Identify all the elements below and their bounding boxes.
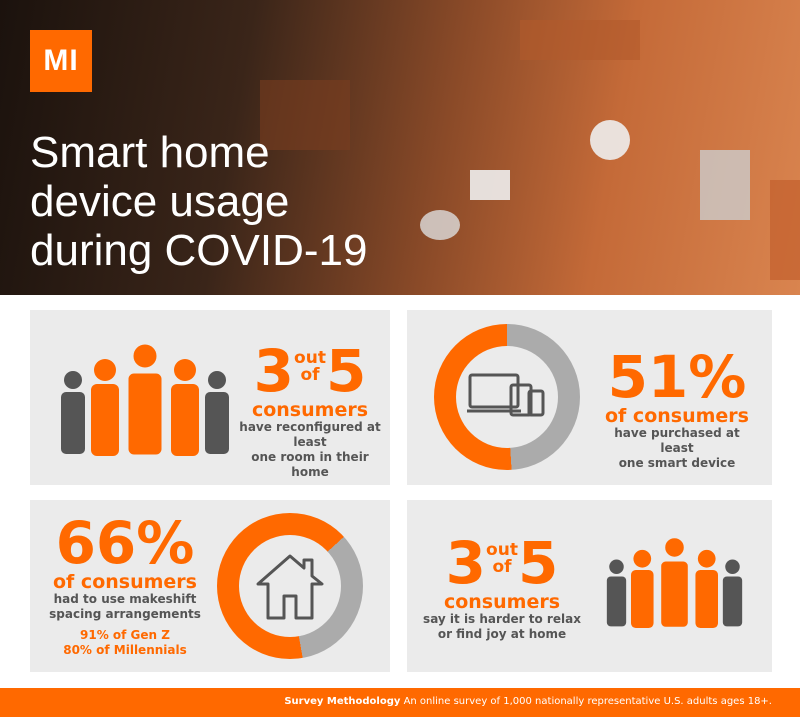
stat-breakdown: 91% of Gen Z 80% of Millennials — [63, 628, 187, 657]
stat-label: of consumers — [53, 571, 197, 593]
people-group-icon — [606, 535, 743, 630]
page-title: Smart home device usage during COVID-19 — [30, 128, 368, 275]
stat-card-reconfigured: 3out of 5 consumers have reconfigured at l… — [30, 310, 390, 485]
out-of-text: out of — [486, 540, 518, 577]
stat-denominator: 5 — [517, 529, 559, 597]
out-of-text: out of — [294, 348, 326, 385]
stat-description: say it is harder to relax or find joy at … — [423, 612, 581, 641]
people-group-icon — [61, 342, 229, 457]
survey-methodology-footer: Survey Methodology An online survey of 1… — [0, 688, 800, 717]
stat-card-smart-device: 51% of consumers have purchased at least… — [407, 310, 772, 485]
stat-description: have reconfigured at least one room in th… — [239, 420, 381, 479]
house-icon — [256, 554, 324, 620]
stat-numerator: 3 — [445, 529, 487, 597]
donut-chart-66 — [217, 513, 363, 659]
stat-denominator: 5 — [325, 337, 367, 405]
stat-numerator: 3 — [253, 337, 295, 405]
devices-icon — [467, 373, 545, 417]
stat-card-relax: 3out of 5 consumers say it is harder to re… — [407, 500, 772, 672]
donut-chart-51 — [434, 324, 580, 470]
stat-label: of consumers — [605, 405, 749, 427]
stat-card-makeshift: 66% of consumers had to use makeshift spa… — [30, 500, 390, 672]
mi-logo: MI — [30, 30, 92, 92]
stat-value: 51% — [607, 343, 747, 411]
stat-label: consumers — [443, 591, 561, 613]
stat-description: had to use makeshift spacing arrangements — [49, 592, 201, 621]
stat-value: 66% — [55, 509, 195, 577]
stat-label: consumers — [251, 399, 369, 421]
hero-banner: MI Smart home device usage during COVID-… — [0, 0, 800, 295]
stat-description: have purchased at least one smart device — [614, 426, 740, 470]
